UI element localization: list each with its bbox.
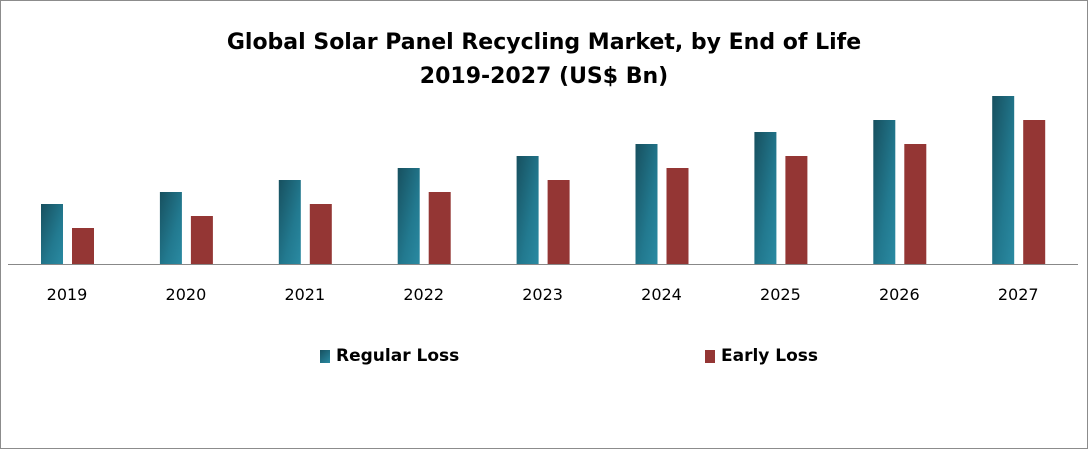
legend-label: Early Loss bbox=[721, 346, 819, 366]
x-tick-label: 2022 bbox=[403, 285, 444, 304]
x-tick-label: 2026 bbox=[879, 285, 920, 304]
bar-early-loss-2024 bbox=[666, 168, 689, 264]
chart-subtitle: 2019-2027 (US$ Bn) bbox=[419, 64, 669, 89]
bar-early-loss-2027 bbox=[1023, 120, 1046, 264]
legend-item-regular-loss: Regular Loss bbox=[320, 346, 459, 366]
bar-early-loss-2022 bbox=[428, 192, 451, 264]
legend-swatch-regular-loss bbox=[320, 349, 330, 363]
x-tick-label: 2027 bbox=[998, 285, 1039, 304]
bar-regular-loss-2026 bbox=[873, 120, 896, 264]
bar-regular-loss-2025 bbox=[754, 132, 777, 264]
bar-regular-loss-2027 bbox=[992, 96, 1015, 264]
x-tick-label: 2023 bbox=[522, 285, 563, 304]
bar-regular-loss-2020 bbox=[159, 192, 182, 264]
bar-early-loss-2019 bbox=[72, 228, 94, 264]
x-tick-label: 2024 bbox=[641, 285, 682, 304]
bar-regular-loss-2024 bbox=[635, 144, 658, 264]
bar-early-loss-2021 bbox=[309, 204, 332, 264]
bar-regular-loss-2023 bbox=[516, 156, 539, 264]
x-tick-label: 2020 bbox=[166, 285, 207, 304]
legend-swatch-early-loss bbox=[705, 349, 715, 363]
bar-regular-loss-2021 bbox=[278, 180, 301, 264]
bar-regular-loss-2022 bbox=[397, 168, 420, 264]
bar-early-loss-2023 bbox=[547, 180, 570, 264]
chart-title: Global Solar Panel Recycling Market, by … bbox=[0, 26, 1088, 94]
bar-early-loss-2026 bbox=[904, 144, 927, 264]
x-tick-label: 2025 bbox=[760, 285, 801, 304]
legend-label: Regular Loss bbox=[336, 346, 460, 366]
x-tick-label: 2021 bbox=[284, 285, 325, 304]
bar-early-loss-2025 bbox=[785, 156, 808, 264]
bar-regular-loss-2019 bbox=[41, 204, 63, 264]
x-tick-label: 2019 bbox=[47, 285, 88, 304]
chart-title-line1: Global Solar Panel Recycling Market, by … bbox=[226, 30, 862, 55]
legend-item-early-loss: Early Loss bbox=[705, 346, 818, 366]
bar-early-loss-2020 bbox=[190, 216, 213, 264]
